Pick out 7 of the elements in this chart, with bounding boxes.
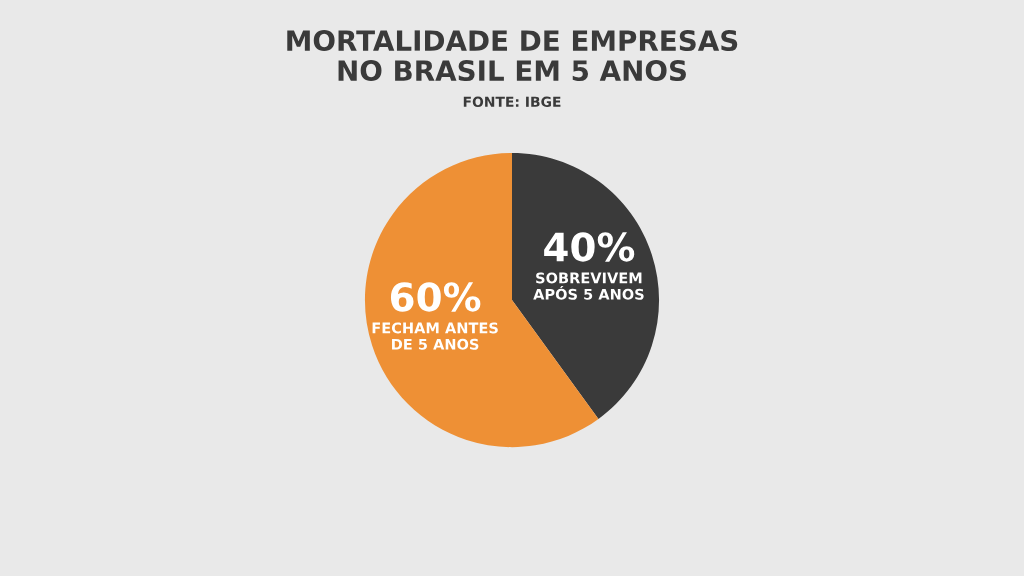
- data-label: 60%: [390, 282, 481, 312]
- slice-label: SOBREVIVEM APÓS 5 ANOS: [533, 272, 644, 300]
- source-note: FONTE: IBGE: [463, 96, 561, 108]
- chart-title: MORTALIDADE DE EMPRESAS NO BRASIL EM 5 ANOS: [287, 30, 738, 82]
- slice-label: FECHAM ANTES DE 5 ANOS: [372, 322, 498, 350]
- pie-slice: [512, 153, 660, 420]
- data-label: 40%: [544, 232, 635, 262]
